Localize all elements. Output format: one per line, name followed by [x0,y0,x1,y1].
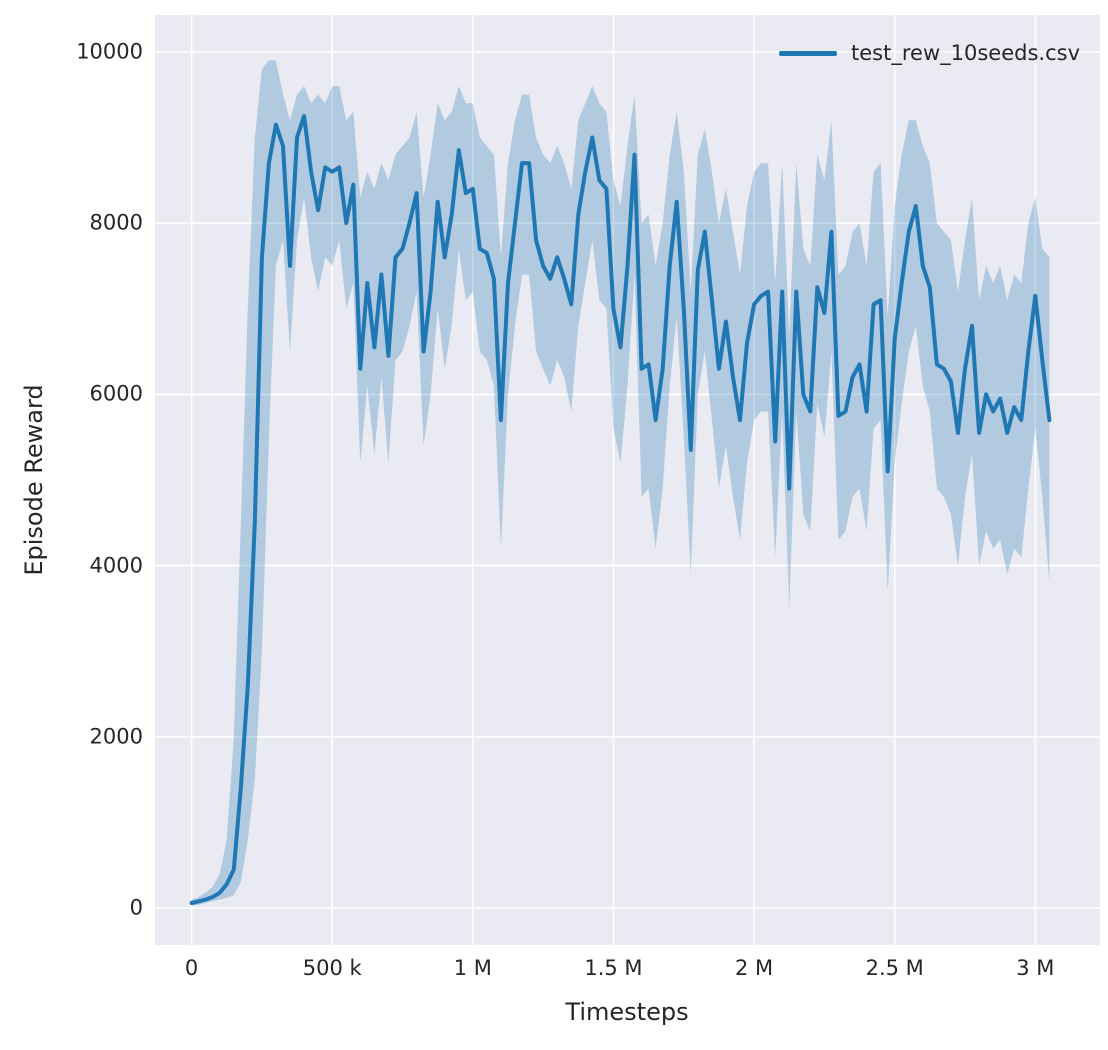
confidence-band [191,60,1050,906]
x-axis-label: Timesteps [565,998,689,1026]
y-tick-label: 2000 [89,724,143,749]
y-tick-label: 10000 [76,39,143,64]
x-tick-label: 3 M [1016,956,1055,980]
y-tick-label: 0 [129,895,143,920]
y-tick-label: 6000 [89,381,143,406]
y-tick-label: 8000 [89,210,143,235]
y-axis-label: Episode Reward [20,384,48,576]
legend: test_rew_10seeds.csv [779,41,1080,65]
x-tick-label: 1 M [453,956,492,980]
x-tick-label: 0 [184,956,199,980]
line-chart [155,15,1100,945]
legend-line-swatch [779,50,838,56]
x-tick-label: 2.5 M [865,956,924,980]
x-tick-label: 500 k [302,956,362,980]
x-tick-label: 1.5 M [584,956,643,980]
mean-line [189,114,1052,905]
x-tick-label: 2 M [734,956,774,980]
plot-area: test_rew_10seeds.csv [155,15,1100,945]
y-tick-label: 4000 [89,553,143,578]
legend-label: test_rew_10seeds.csv [851,41,1080,65]
